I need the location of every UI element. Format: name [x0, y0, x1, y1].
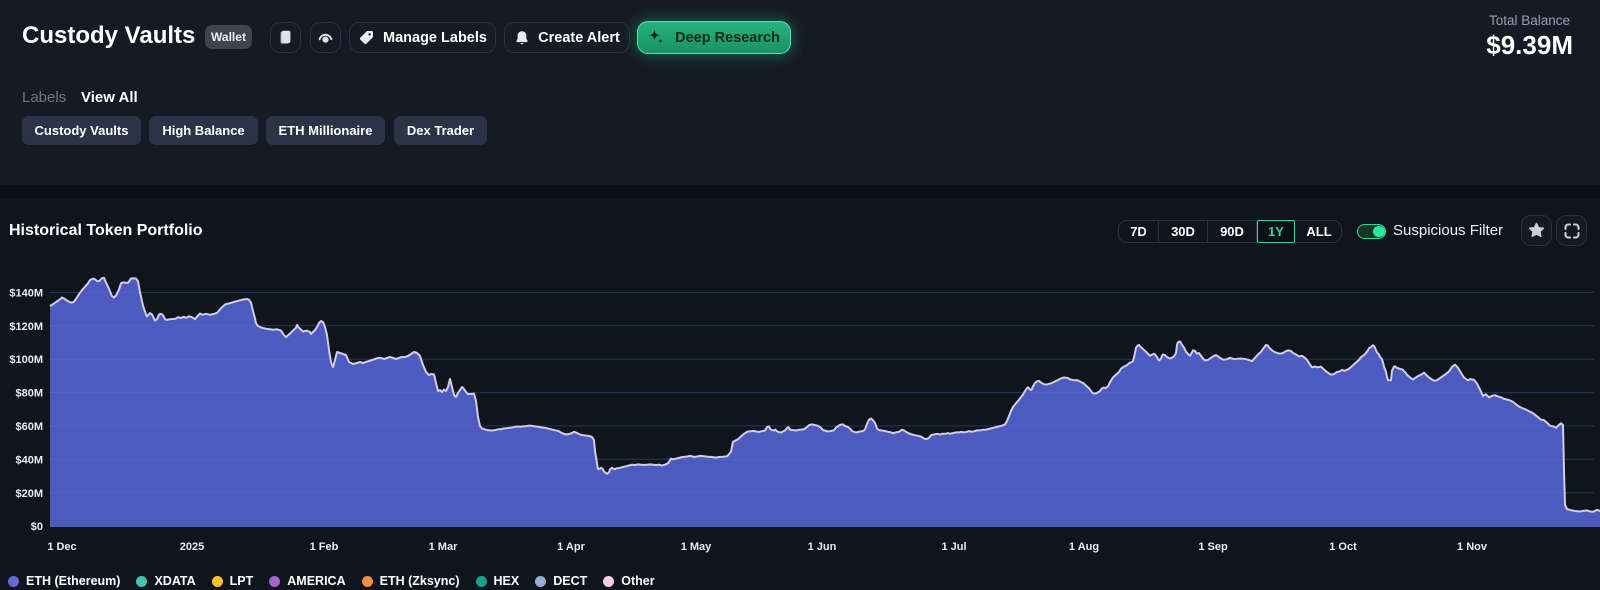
svg-text:1 Jul: 1 Jul — [941, 541, 966, 553]
svg-text:1 Apr: 1 Apr — [557, 541, 585, 553]
svg-text:1 Feb: 1 Feb — [310, 541, 339, 553]
svg-text:1 Sep: 1 Sep — [1198, 541, 1228, 553]
svg-text:$100M: $100M — [9, 354, 43, 366]
svg-text:1 Jun: 1 Jun — [808, 541, 837, 553]
svg-text:2025: 2025 — [180, 541, 204, 553]
svg-text:$0: $0 — [31, 521, 43, 533]
svg-text:1 May: 1 May — [681, 541, 712, 553]
svg-text:$80M: $80M — [15, 388, 43, 400]
svg-text:1 Nov: 1 Nov — [1457, 541, 1488, 553]
svg-text:$40M: $40M — [15, 454, 43, 466]
svg-text:$120M: $120M — [9, 321, 43, 333]
svg-text:$60M: $60M — [15, 421, 43, 433]
svg-text:$20M: $20M — [15, 488, 43, 500]
svg-text:1 Mar: 1 Mar — [429, 541, 458, 553]
svg-text:1 Oct: 1 Oct — [1329, 541, 1357, 553]
svg-text:$140M: $140M — [9, 287, 43, 299]
svg-text:1 Dec: 1 Dec — [47, 541, 76, 553]
svg-text:1 Aug: 1 Aug — [1069, 541, 1099, 553]
